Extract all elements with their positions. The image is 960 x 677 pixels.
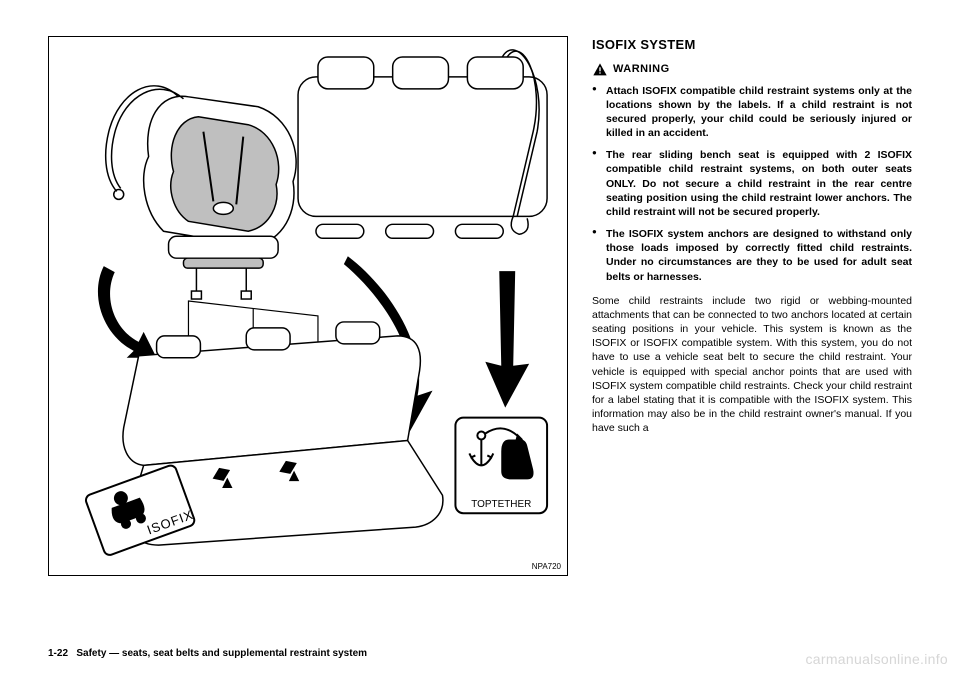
warning-item: Attach ISOFIX compatible child restraint… xyxy=(592,84,912,141)
page-content: ISOFIX xyxy=(0,0,960,596)
chapter-title: Safety — seats, seat belts and supplemen… xyxy=(76,648,367,659)
section-title: ISOFIX SYSTEM xyxy=(592,36,912,54)
warning-heading: WARNING xyxy=(592,62,912,78)
warning-item: The rear sliding bench seat is equipped … xyxy=(592,148,912,219)
figure-column: ISOFIX xyxy=(48,36,568,576)
page-number: 1-22 xyxy=(48,648,68,659)
page-footer: 1-22 Safety — seats, seat belts and supp… xyxy=(48,648,367,659)
figure-container: ISOFIX xyxy=(48,36,568,576)
toptether-label-text: TOPTETHER xyxy=(471,499,531,510)
warning-label: WARNING xyxy=(613,62,670,77)
isofix-diagram: ISOFIX xyxy=(49,37,567,575)
warning-item: The ISOFIX system anchors are designed t… xyxy=(592,227,912,284)
body-paragraph: Some child restraints include two rigid … xyxy=(592,294,912,436)
watermark: carmanualsonline.info xyxy=(806,651,949,667)
figure-reference: NPA720 xyxy=(532,562,561,571)
warning-icon xyxy=(592,62,608,78)
text-column: ISOFIX SYSTEM WARNING Attach ISOFIX comp… xyxy=(592,36,912,576)
warning-list: Attach ISOFIX compatible child restraint… xyxy=(592,84,912,284)
